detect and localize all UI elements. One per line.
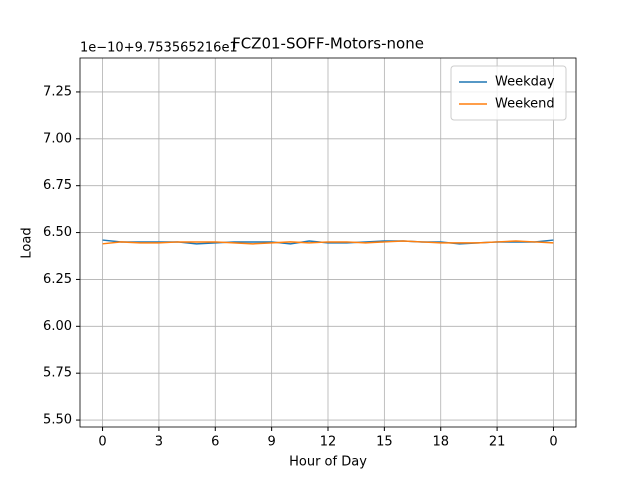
y-axis-label: Load [20, 227, 35, 258]
x-tick-label: 3 [155, 435, 163, 450]
x-tick-label: 12 [320, 435, 337, 450]
plot-frame [79, 57, 577, 428]
x-tick-label: 21 [489, 435, 506, 450]
x-tick-label: 6 [211, 435, 219, 450]
x-tick-label: 0 [549, 435, 557, 450]
y-tick-label: 6.00 [43, 319, 72, 334]
legend-label: Weekend [495, 97, 555, 112]
x-tick-label: 15 [376, 435, 393, 450]
x-axis-label: Hour of Day [289, 455, 367, 470]
y-tick-label: 5.75 [43, 366, 72, 381]
y-tick-label: 6.25 [43, 272, 72, 287]
y-tick-label: 6.75 [43, 178, 72, 193]
legend-box [450, 65, 567, 121]
y-tick-label: 6.50 [43, 225, 72, 240]
legend-label: Weekday [495, 75, 555, 90]
y-tick-label: 7.25 [43, 84, 72, 99]
x-tick-label: 0 [98, 435, 106, 450]
y-tick-label: 7.00 [43, 131, 72, 146]
x-tick-label: 18 [432, 435, 449, 450]
chart-title: FCZ01-SOFF-Motors-none [232, 35, 424, 53]
line-series [102, 240, 554, 245]
y-tick-label: 5.50 [43, 413, 72, 428]
offset-text: 1e−10+9.753565216e1 [80, 41, 238, 56]
x-tick-label: 9 [267, 435, 275, 450]
